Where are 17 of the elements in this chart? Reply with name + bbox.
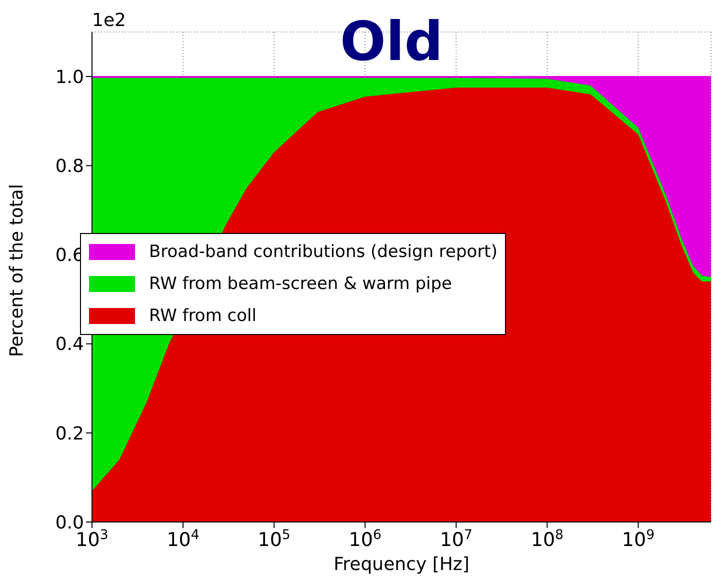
y-tick-label: 0.2	[55, 423, 84, 444]
chart-title: Old	[340, 10, 444, 73]
x-tick-label: 10$^{8}$	[530, 528, 564, 551]
legend-label: RW from coll	[149, 306, 256, 326]
x-tick-label: 10$^{6}$	[348, 528, 382, 551]
x-tick-label: 10$^{9}$	[622, 528, 655, 551]
text: 1e2	[92, 10, 126, 31]
y-axis-title: Percent of the total	[6, 184, 28, 357]
legend-label: RW from beam-screen & warm pipe	[149, 274, 452, 294]
x-tick-label: 10$^{4}$	[166, 528, 200, 551]
y-tick-label: 1.0	[55, 66, 84, 88]
y-tick-label: 0.8	[55, 156, 84, 178]
y-tick-label: 0.4	[55, 334, 84, 356]
legend-label: Broad-band contributions (design report)	[149, 242, 498, 262]
x-tick-label: 10$^{7}$	[440, 528, 472, 551]
x-axis-title: Frequency [Hz]	[334, 554, 470, 575]
x-tick-label: 10$^{5}$	[258, 528, 290, 551]
